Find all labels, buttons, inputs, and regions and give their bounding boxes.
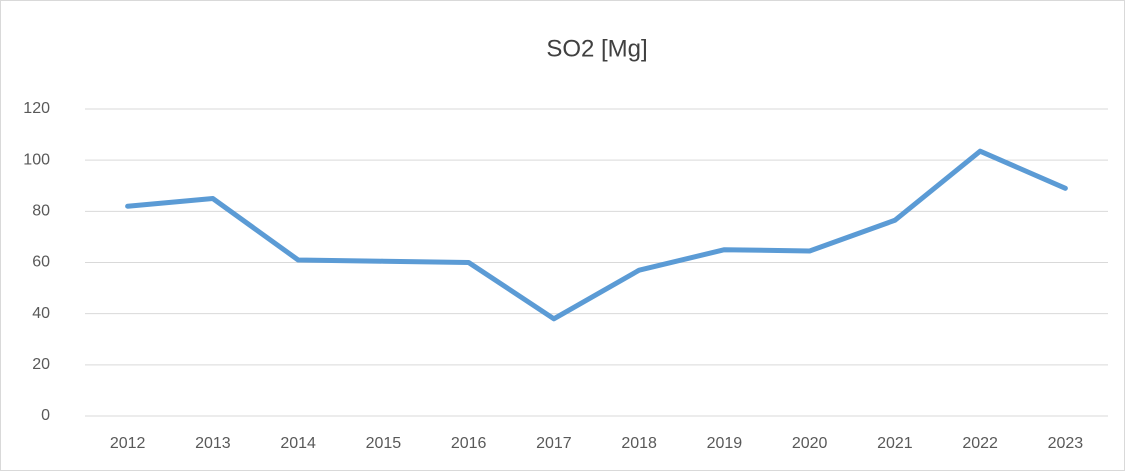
x-tick-label: 2022 [962, 435, 998, 452]
x-tick-label: 2021 [877, 435, 913, 452]
x-tick-label: 2018 [621, 435, 657, 452]
x-tick-label: 2020 [792, 435, 828, 452]
series-line [125, 148, 1068, 322]
y-tick-label: 80 [32, 203, 50, 220]
x-tick-label: 2019 [707, 435, 743, 452]
x-tick-label: 2017 [536, 435, 572, 452]
x-tick-label: 2015 [366, 435, 402, 452]
chart-title: SO2 [Mg] [546, 35, 647, 62]
x-tick-label: 2013 [195, 435, 231, 452]
y-tick-label: 60 [32, 254, 50, 271]
y-tick-label: 0 [41, 407, 50, 424]
x-tick-label: 2012 [110, 435, 146, 452]
y-tick-label: 120 [23, 100, 50, 117]
x-tick-label: 2023 [1048, 435, 1084, 452]
x-tick-label: 2014 [280, 435, 316, 452]
y-tick-label: 40 [32, 305, 50, 322]
x-tick-label: 2016 [451, 435, 487, 452]
y-tick-label: 20 [32, 356, 50, 373]
y-tick-label: 100 [23, 151, 50, 168]
